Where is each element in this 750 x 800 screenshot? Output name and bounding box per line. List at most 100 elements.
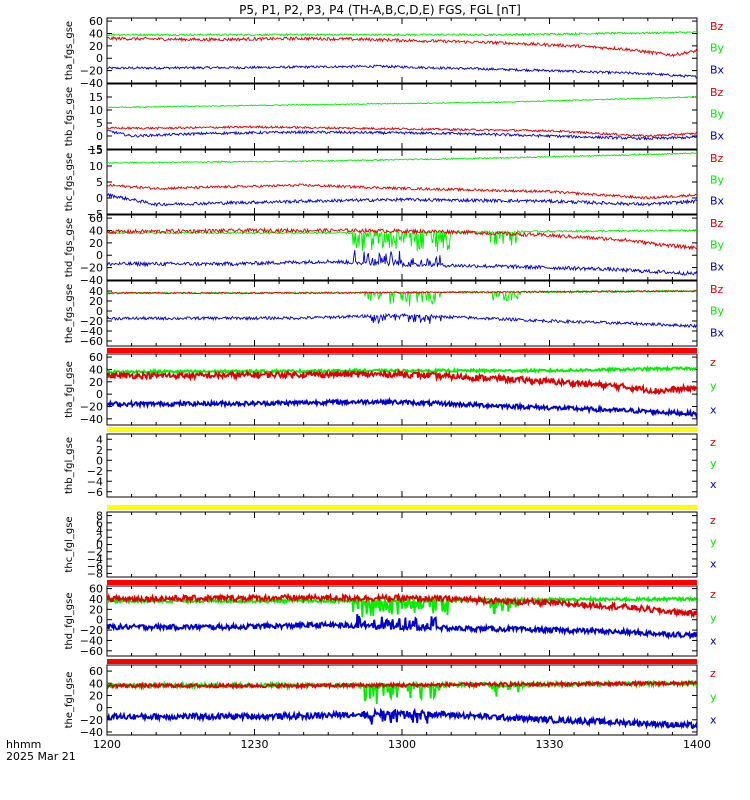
series-Bz: [107, 183, 697, 200]
legend-z: z: [710, 356, 716, 369]
y-tick-label: 60: [89, 583, 103, 596]
series-Bx: [107, 396, 697, 419]
series-Bx: [107, 312, 697, 329]
panel-ylabel: thc_fgl_gse: [64, 516, 75, 572]
y-tick-label: −5: [87, 208, 103, 221]
y-tick-label: 8: [96, 510, 103, 523]
panel-frame: [106, 353, 698, 426]
y-tick-label: 4: [96, 433, 103, 446]
panel-ylabel: thb_fgl_gse: [64, 437, 75, 494]
series-By: [107, 152, 697, 164]
chart-title: P5, P1, P2, P3, P4 (TH-A,B,C,D,E) FGS, F…: [239, 3, 521, 17]
y-tick-label: −40: [80, 634, 103, 647]
y-tick-label: −20: [80, 400, 103, 413]
legend-x: x: [710, 635, 717, 648]
y-tick-label: −6: [87, 560, 103, 573]
y-tick-label: −60: [80, 335, 103, 348]
x-axis: 1200 1230 1300 1330 1400: [93, 738, 711, 751]
panel-ylabel: thd_fgs_gse: [64, 218, 75, 277]
series-Bx: [107, 707, 697, 730]
series-Bz: [107, 368, 697, 395]
y-tick-label: 10: [89, 104, 103, 117]
series-By: [107, 96, 697, 109]
panel-ylabel: tha_fgs_gse: [64, 21, 75, 80]
y-tick-label: 0: [96, 192, 103, 205]
y-tick-label: 0: [96, 130, 103, 143]
y-tick-label: 0: [96, 388, 103, 401]
y-tick-label: 0: [96, 702, 103, 715]
y-tick-label: 0: [96, 249, 103, 262]
series-Bz: [107, 679, 697, 691]
panel-frame: [106, 83, 698, 150]
legend-Bz: Bz: [710, 283, 724, 296]
y-tick-label: 15: [89, 91, 103, 104]
status-bar-yellow: [107, 505, 697, 510]
panel-ylabel: thb_fgs_gse: [64, 87, 75, 146]
x-tick-label: 1330: [536, 738, 564, 751]
y-tick-label: 40: [89, 27, 103, 40]
date-label: 2025 Mar 21: [6, 750, 76, 763]
legend-By: By: [710, 173, 725, 186]
y-tick-label: −60: [80, 645, 103, 658]
series-Bz: [107, 289, 697, 295]
y-tick-label: 4: [96, 524, 103, 537]
y-tick-label: −40: [80, 274, 103, 287]
series-Bx: [107, 129, 697, 141]
legend-z: z: [710, 436, 716, 449]
series-Bz: [107, 227, 697, 251]
y-tick-label: 2: [96, 531, 103, 544]
y-tick-label: 20: [89, 237, 103, 250]
y-tick-label: 60: [89, 212, 103, 225]
legend-x: x: [710, 478, 717, 491]
y-tick-label: −40: [80, 413, 103, 426]
legend-Bx: Bx: [710, 260, 725, 273]
y-tick-label: −40: [80, 325, 103, 338]
legend-y: y: [710, 536, 717, 549]
y-tick-label: 40: [89, 224, 103, 237]
y-tick-label: −5: [87, 143, 103, 156]
series-Bx: [107, 250, 697, 276]
panel-frame: [106, 214, 698, 281]
series-Bz: [107, 35, 697, 58]
y-tick-label: 40: [89, 677, 103, 690]
y-tick-label: 40: [89, 593, 103, 606]
y-tick-label: 0: [96, 52, 103, 65]
x-tick-label: 1300: [388, 738, 416, 751]
y-tick-label: −2: [87, 465, 103, 478]
panel-ylabel: the_fgs_gse: [64, 284, 75, 343]
y-tick-label: −20: [80, 65, 103, 78]
legend-y: y: [710, 611, 717, 624]
panel-ylabel: the_fgl_gse: [64, 672, 75, 729]
y-tick-label: 5: [96, 117, 103, 130]
legend-By: By: [710, 305, 725, 318]
y-tick-label: −6: [87, 486, 103, 499]
y-tick-label: 5: [96, 176, 103, 189]
panel-frame: [106, 433, 698, 498]
y-tick-label: 20: [89, 295, 103, 308]
legend-y: y: [710, 457, 717, 470]
y-tick-label: −40: [80, 77, 103, 90]
y-tick-label: −4: [87, 553, 103, 566]
legend-Bz: Bz: [710, 86, 724, 99]
legend-z: z: [710, 588, 716, 601]
y-tick-label: 10: [89, 160, 103, 173]
series-Bz: [107, 125, 697, 138]
series-By: [107, 30, 697, 37]
y-tick-label: 2: [96, 444, 103, 457]
y-tick-label: 0: [96, 305, 103, 318]
status-bar-red: [107, 580, 697, 585]
legend-Bx: Bx: [710, 195, 725, 208]
y-tick-label: 20: [89, 40, 103, 53]
y-tick-label: 6: [96, 517, 103, 530]
y-tick-label: 15: [89, 144, 103, 157]
